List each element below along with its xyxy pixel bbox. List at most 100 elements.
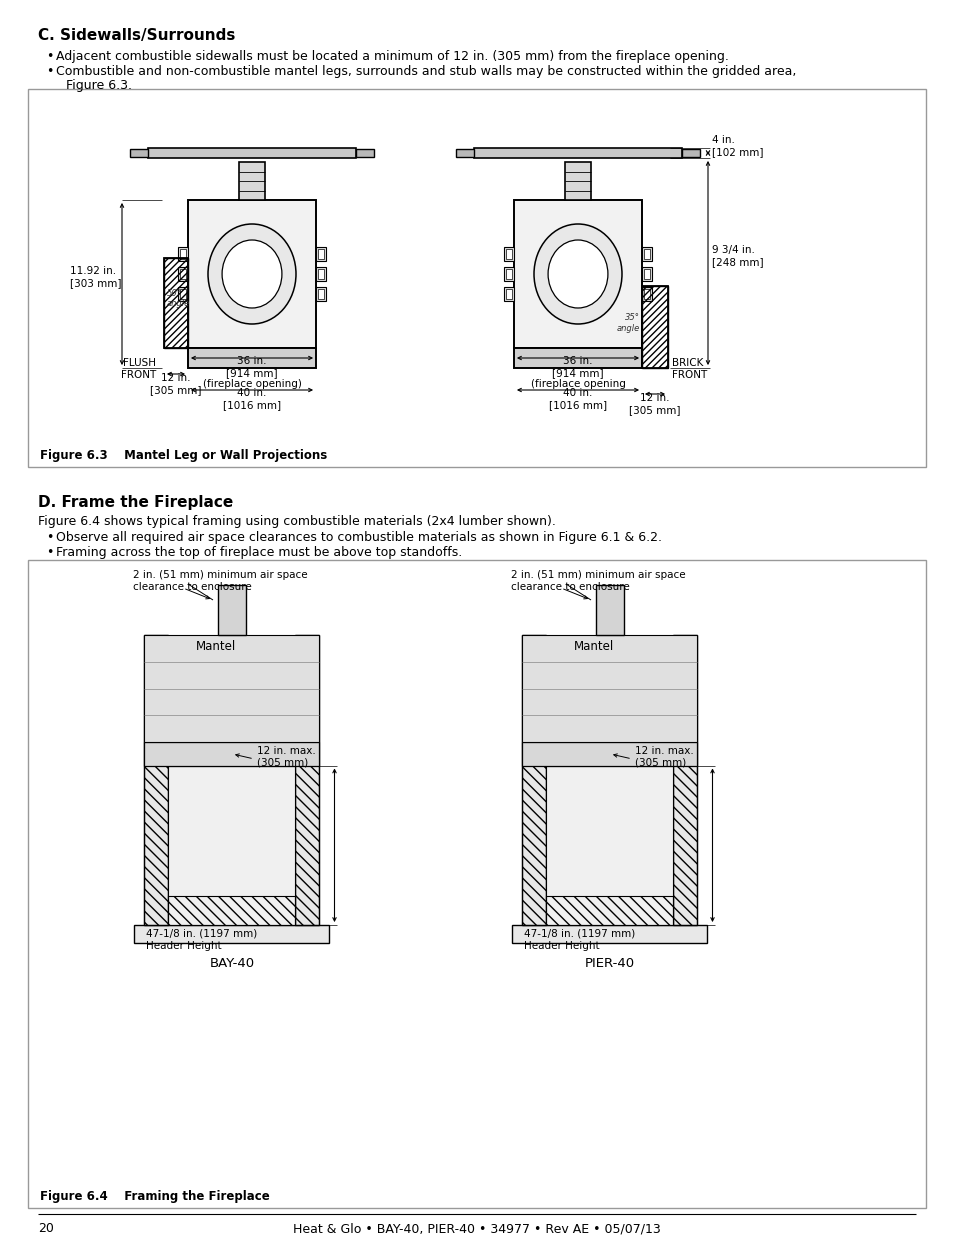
Bar — [522, 635, 546, 925]
Bar — [180, 249, 186, 259]
Polygon shape — [246, 575, 261, 635]
Text: 4 in.
[102 mm]: 4 in. [102 mm] — [711, 135, 762, 157]
Text: 35°
angle: 35° angle — [616, 313, 639, 333]
Bar — [28, 89, 925, 468]
Bar — [546, 766, 673, 925]
Bar — [456, 148, 474, 157]
Text: 12 in.
[305 mm]: 12 in. [305 mm] — [150, 374, 201, 395]
Bar — [278, 350, 285, 357]
Bar — [542, 348, 553, 360]
Bar — [514, 200, 641, 348]
Bar — [641, 267, 651, 281]
Bar — [544, 350, 551, 357]
Bar — [28, 560, 925, 1209]
Bar — [564, 162, 590, 200]
Ellipse shape — [534, 224, 621, 324]
Bar — [317, 249, 324, 259]
Polygon shape — [707, 910, 729, 943]
Text: •: • — [46, 66, 53, 78]
Text: 50°
angle: 50° angle — [167, 288, 190, 308]
Bar — [602, 348, 613, 360]
Text: 12 in.
[305 mm]: 12 in. [305 mm] — [629, 393, 680, 414]
Bar — [546, 896, 673, 925]
Bar — [512, 925, 707, 943]
Polygon shape — [144, 621, 341, 635]
Polygon shape — [319, 621, 341, 925]
Bar — [178, 247, 188, 261]
Text: Mantel: Mantel — [196, 640, 236, 653]
Bar — [641, 286, 667, 367]
Ellipse shape — [222, 240, 282, 308]
Bar — [522, 635, 697, 742]
Bar — [317, 289, 324, 299]
Bar — [295, 635, 319, 925]
Text: BRICK
FRONT: BRICK FRONT — [671, 357, 706, 380]
Bar — [562, 348, 573, 360]
Text: •: • — [46, 531, 53, 544]
Ellipse shape — [208, 224, 295, 324]
Bar — [144, 635, 169, 925]
Text: Figure 6.3.: Figure 6.3. — [66, 79, 132, 92]
Bar — [134, 925, 329, 943]
Text: Figure 6.3    Mantel Leg or Wall Projections: Figure 6.3 Mantel Leg or Wall Projection… — [40, 449, 327, 461]
Polygon shape — [492, 630, 574, 742]
Text: Combustible and non-combustible mantel legs, surrounds and stub walls may be con: Combustible and non-combustible mantel l… — [56, 66, 796, 78]
Bar — [315, 287, 326, 301]
Text: Figure 6.4    Framing the Fireplace: Figure 6.4 Framing the Fireplace — [40, 1190, 270, 1204]
Bar — [673, 635, 697, 925]
Bar — [258, 350, 265, 357]
Bar — [180, 268, 186, 280]
Polygon shape — [329, 910, 351, 943]
Bar — [474, 148, 681, 158]
Text: 2 in. (51 mm) minimum air space
clearance to enclosure: 2 in. (51 mm) minimum air space clearanc… — [132, 570, 307, 591]
Bar — [584, 350, 590, 357]
Text: BAY-40: BAY-40 — [210, 957, 254, 970]
Text: Adjacent combustible sidewalls must be located a minimum of 12 in. (305 mm) from: Adjacent combustible sidewalls must be l… — [56, 49, 728, 63]
Bar — [188, 200, 315, 348]
Bar — [130, 148, 148, 157]
Bar — [505, 249, 512, 259]
Polygon shape — [596, 575, 639, 585]
Polygon shape — [134, 910, 351, 925]
Text: 2 in. (51 mm) minimum air space
clearance to enclosure: 2 in. (51 mm) minimum air space clearanc… — [511, 570, 685, 591]
Bar — [219, 350, 225, 357]
Text: Heat & Glo • BAY-40, PIER-40 • 34977 • Rev AE • 05/07/13: Heat & Glo • BAY-40, PIER-40 • 34977 • R… — [293, 1222, 660, 1235]
Polygon shape — [522, 621, 719, 635]
Text: 20: 20 — [38, 1222, 53, 1235]
Bar — [641, 287, 651, 301]
Text: 47-1/8 in. (1197 mm)
Header Height: 47-1/8 in. (1197 mm) Header Height — [147, 929, 257, 950]
Text: 47-1/8 in. (1197 mm)
Header Height: 47-1/8 in. (1197 mm) Header Height — [524, 929, 635, 950]
Bar — [315, 247, 326, 261]
Bar — [144, 635, 319, 742]
Polygon shape — [114, 630, 196, 742]
Bar — [641, 286, 667, 367]
Bar — [239, 162, 265, 200]
Bar — [178, 287, 188, 301]
Polygon shape — [512, 910, 729, 925]
Bar — [256, 348, 267, 360]
Text: Mantel: Mantel — [574, 640, 614, 653]
Text: PIER-40: PIER-40 — [584, 957, 635, 970]
Text: Observe all required air space clearances to combustible materials as shown in F: Observe all required air space clearance… — [56, 531, 661, 544]
Bar — [276, 348, 287, 360]
Polygon shape — [218, 575, 261, 585]
Text: 12 in. max.
(305 mm): 12 in. max. (305 mm) — [256, 746, 315, 767]
Text: •: • — [46, 546, 53, 559]
Bar — [514, 348, 641, 367]
Bar — [503, 247, 514, 261]
Text: Framing across the top of fireplace must be above top standoffs.: Framing across the top of fireplace must… — [56, 546, 462, 559]
Bar — [144, 742, 319, 766]
Bar — [169, 896, 295, 925]
Text: 40 in.
[1016 mm]: 40 in. [1016 mm] — [548, 388, 606, 409]
Bar — [522, 742, 697, 766]
Bar — [681, 148, 700, 157]
Bar — [169, 766, 295, 925]
Bar — [178, 267, 188, 281]
Bar — [148, 148, 355, 158]
Bar — [522, 635, 546, 925]
Text: 12 in. max.
(305 mm): 12 in. max. (305 mm) — [635, 746, 693, 767]
Bar — [503, 267, 514, 281]
Bar — [641, 247, 651, 261]
Text: 36 in.
[914 mm]
(fireplace opening): 36 in. [914 mm] (fireplace opening) — [202, 356, 301, 390]
Bar — [673, 635, 697, 925]
